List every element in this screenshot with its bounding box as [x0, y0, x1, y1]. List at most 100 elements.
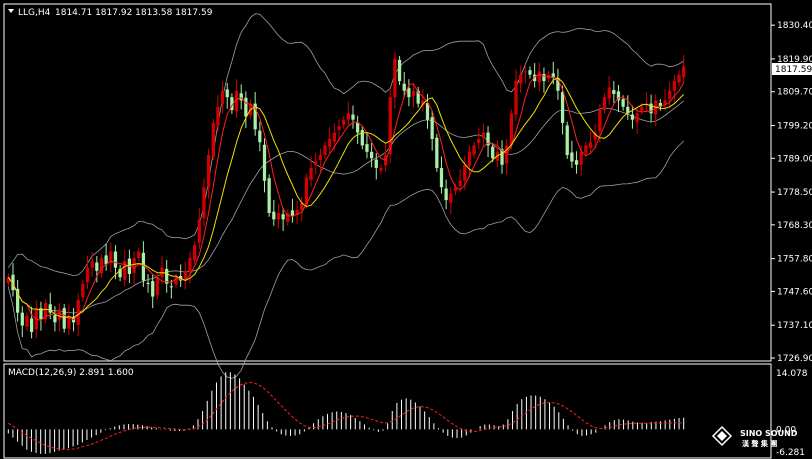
candle-body [318, 155, 323, 161]
candle-body [640, 106, 644, 111]
candle-body [505, 145, 509, 164]
ohlc-label: 1814.71 1817.92 1813.58 1817.59 [55, 8, 213, 18]
candle-body [682, 66, 686, 78]
candle-body [216, 106, 220, 126]
macd-axis: 14.078 0.00 -6.281 [776, 369, 808, 458]
macd-signal-line [8, 381, 684, 450]
candle-body [262, 144, 267, 181]
candle-body [551, 73, 555, 78]
candle-body [225, 89, 229, 98]
candle-body [635, 113, 639, 123]
candle-body [104, 255, 108, 265]
candle-body [342, 119, 346, 125]
price-panel-frame [3, 3, 772, 362]
macd-histogram [7, 372, 685, 454]
candle-body [183, 270, 187, 281]
candle-body [472, 145, 476, 155]
candle-body [206, 155, 211, 188]
moving-averages [7, 74, 685, 321]
candle-body [607, 87, 611, 99]
candle-body [486, 132, 490, 146]
candle-body [481, 132, 486, 138]
candle-body [309, 167, 313, 181]
candle-body [11, 274, 15, 291]
candle-body [425, 102, 430, 120]
candle-body [458, 180, 462, 186]
candle-body [48, 304, 52, 313]
candle-body [39, 308, 43, 320]
candle-body [281, 214, 285, 220]
candle-body [379, 167, 383, 171]
candle-body [612, 90, 616, 94]
candle-body [430, 117, 434, 139]
candle-body [630, 114, 635, 120]
current-price-tag: 1817.59 [772, 63, 812, 75]
candle-body [365, 144, 369, 152]
candle-body [393, 58, 397, 98]
candle-body [570, 152, 574, 162]
candle-body [90, 261, 94, 268]
price-axis-label: 1778.50 [777, 188, 812, 198]
candle-body [533, 74, 537, 82]
candle-body [258, 130, 262, 143]
candle-body [677, 74, 681, 83]
bollinger-upper-line [7, 13, 684, 277]
candle-body [25, 315, 29, 327]
candle-body [314, 161, 318, 166]
price-axis-label: 1830.40 [777, 21, 812, 31]
candle-body [369, 151, 374, 159]
candle-body [337, 126, 341, 130]
candle-body [579, 151, 583, 165]
candle-body [416, 90, 420, 104]
candle-body [663, 100, 667, 105]
candle-body [397, 59, 402, 82]
ma-fast-line [7, 74, 685, 321]
price-axis-label: 1819.90 [777, 55, 812, 65]
candle-body [574, 160, 579, 165]
ma-slow-line [7, 77, 685, 319]
candle-body [85, 267, 90, 283]
candle-body [123, 261, 127, 280]
candle-body [132, 257, 136, 273]
candle-body [53, 315, 57, 323]
candle-body [523, 71, 527, 73]
candle-body [16, 288, 20, 313]
macd-panel-frame [3, 363, 772, 459]
price-axis-label: 1757.80 [777, 255, 812, 265]
candle-body [239, 93, 243, 101]
candle-body [188, 257, 192, 273]
diamond-logo-inner-icon [717, 431, 727, 441]
candle-body [514, 81, 518, 115]
candle-body [556, 77, 560, 91]
candle-body [62, 308, 66, 329]
candle-body [304, 177, 309, 205]
sino-sound-logo: SINO SOUND 漢 聲 集 團 [711, 425, 798, 448]
price-axis-label: 1726.90 [777, 354, 812, 364]
candle-body [290, 210, 295, 217]
candle-body [491, 146, 495, 159]
candle-body [407, 88, 411, 98]
macd-signal-polyline [8, 381, 684, 450]
candle-body [6, 277, 10, 284]
candle-body [234, 90, 239, 112]
candle-body [230, 97, 234, 111]
candle-body [67, 315, 71, 329]
candle-body [560, 92, 565, 123]
candle-body [323, 145, 327, 156]
candle-body [109, 251, 113, 264]
candle-body [118, 268, 122, 278]
candle-body [602, 97, 607, 111]
candle-body [267, 178, 271, 213]
price-axis-label: 1799.20 [777, 121, 812, 131]
candle-body [444, 188, 448, 201]
chart-header: LLG,H4 1814.71 1817.92 1813.58 1817.59 [8, 8, 213, 18]
price-axis-label: 1737.10 [777, 321, 812, 331]
candle-body [598, 110, 602, 132]
candle-body [43, 303, 48, 320]
macd-axis-label: 14.078 [776, 369, 808, 379]
dropdown-triangle-icon[interactable] [8, 9, 14, 13]
candle-body [477, 138, 481, 143]
candle-body [174, 277, 178, 285]
candle-body [519, 74, 523, 84]
